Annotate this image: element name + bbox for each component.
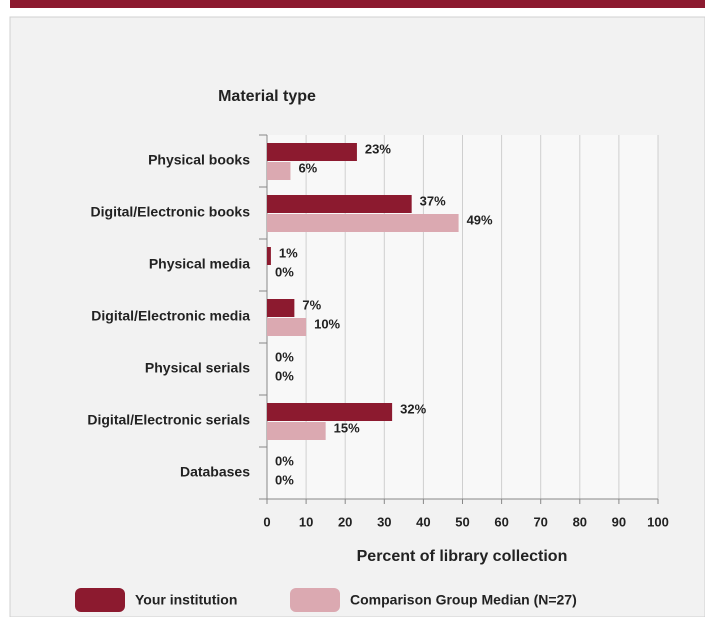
bar bbox=[267, 195, 412, 213]
legend-swatch bbox=[75, 588, 125, 612]
legend-swatch bbox=[290, 588, 340, 612]
data-label: 37% bbox=[420, 193, 446, 208]
x-axis-label: Percent of library collection bbox=[357, 548, 568, 565]
x-tick-label: 80 bbox=[573, 514, 587, 529]
legend-label: Your institution bbox=[135, 592, 237, 608]
x-tick-label: 60 bbox=[494, 514, 508, 529]
x-tick-label: 10 bbox=[299, 514, 313, 529]
bar bbox=[267, 143, 357, 161]
bar bbox=[267, 299, 295, 317]
data-label: 0% bbox=[275, 368, 294, 383]
x-tick-label: 0 bbox=[263, 514, 270, 529]
y-tick-label: Physical media bbox=[149, 256, 250, 272]
bar bbox=[267, 318, 307, 336]
data-label: 0% bbox=[275, 472, 294, 487]
top-bar bbox=[10, 0, 705, 8]
data-label: 1% bbox=[279, 245, 298, 260]
bar bbox=[267, 422, 326, 440]
legend-label: Comparison Group Median (N=27) bbox=[350, 592, 577, 608]
data-label: 49% bbox=[467, 212, 493, 227]
y-tick-label: Digital/Electronic serials bbox=[87, 412, 250, 428]
data-label: 23% bbox=[365, 141, 391, 156]
y-tick-label: Digital/Electronic media bbox=[91, 308, 250, 324]
x-tick-label: 70 bbox=[533, 514, 547, 529]
data-label: 0% bbox=[275, 453, 294, 468]
data-label: 0% bbox=[275, 349, 294, 364]
x-tick-label: 30 bbox=[377, 514, 391, 529]
x-tick-label: 90 bbox=[612, 514, 626, 529]
chart-title: Material type bbox=[218, 88, 316, 105]
data-label: 6% bbox=[298, 160, 317, 175]
x-tick-label: 20 bbox=[338, 514, 352, 529]
data-label: 32% bbox=[400, 401, 426, 416]
bar bbox=[267, 162, 291, 180]
y-tick-label: Physical serials bbox=[145, 360, 250, 376]
data-label: 7% bbox=[302, 297, 321, 312]
y-tick-label: Digital/Electronic books bbox=[91, 204, 251, 220]
bar bbox=[267, 214, 459, 232]
data-label: 10% bbox=[314, 316, 340, 331]
y-tick-label: Physical books bbox=[148, 152, 250, 168]
data-label: 0% bbox=[275, 264, 294, 279]
x-tick-label: 40 bbox=[416, 514, 430, 529]
bar bbox=[267, 247, 271, 265]
bar bbox=[267, 403, 393, 421]
data-label: 15% bbox=[334, 420, 360, 435]
x-tick-label: 100 bbox=[647, 514, 669, 529]
x-tick-label: 50 bbox=[455, 514, 469, 529]
y-tick-label: Databases bbox=[180, 464, 250, 480]
